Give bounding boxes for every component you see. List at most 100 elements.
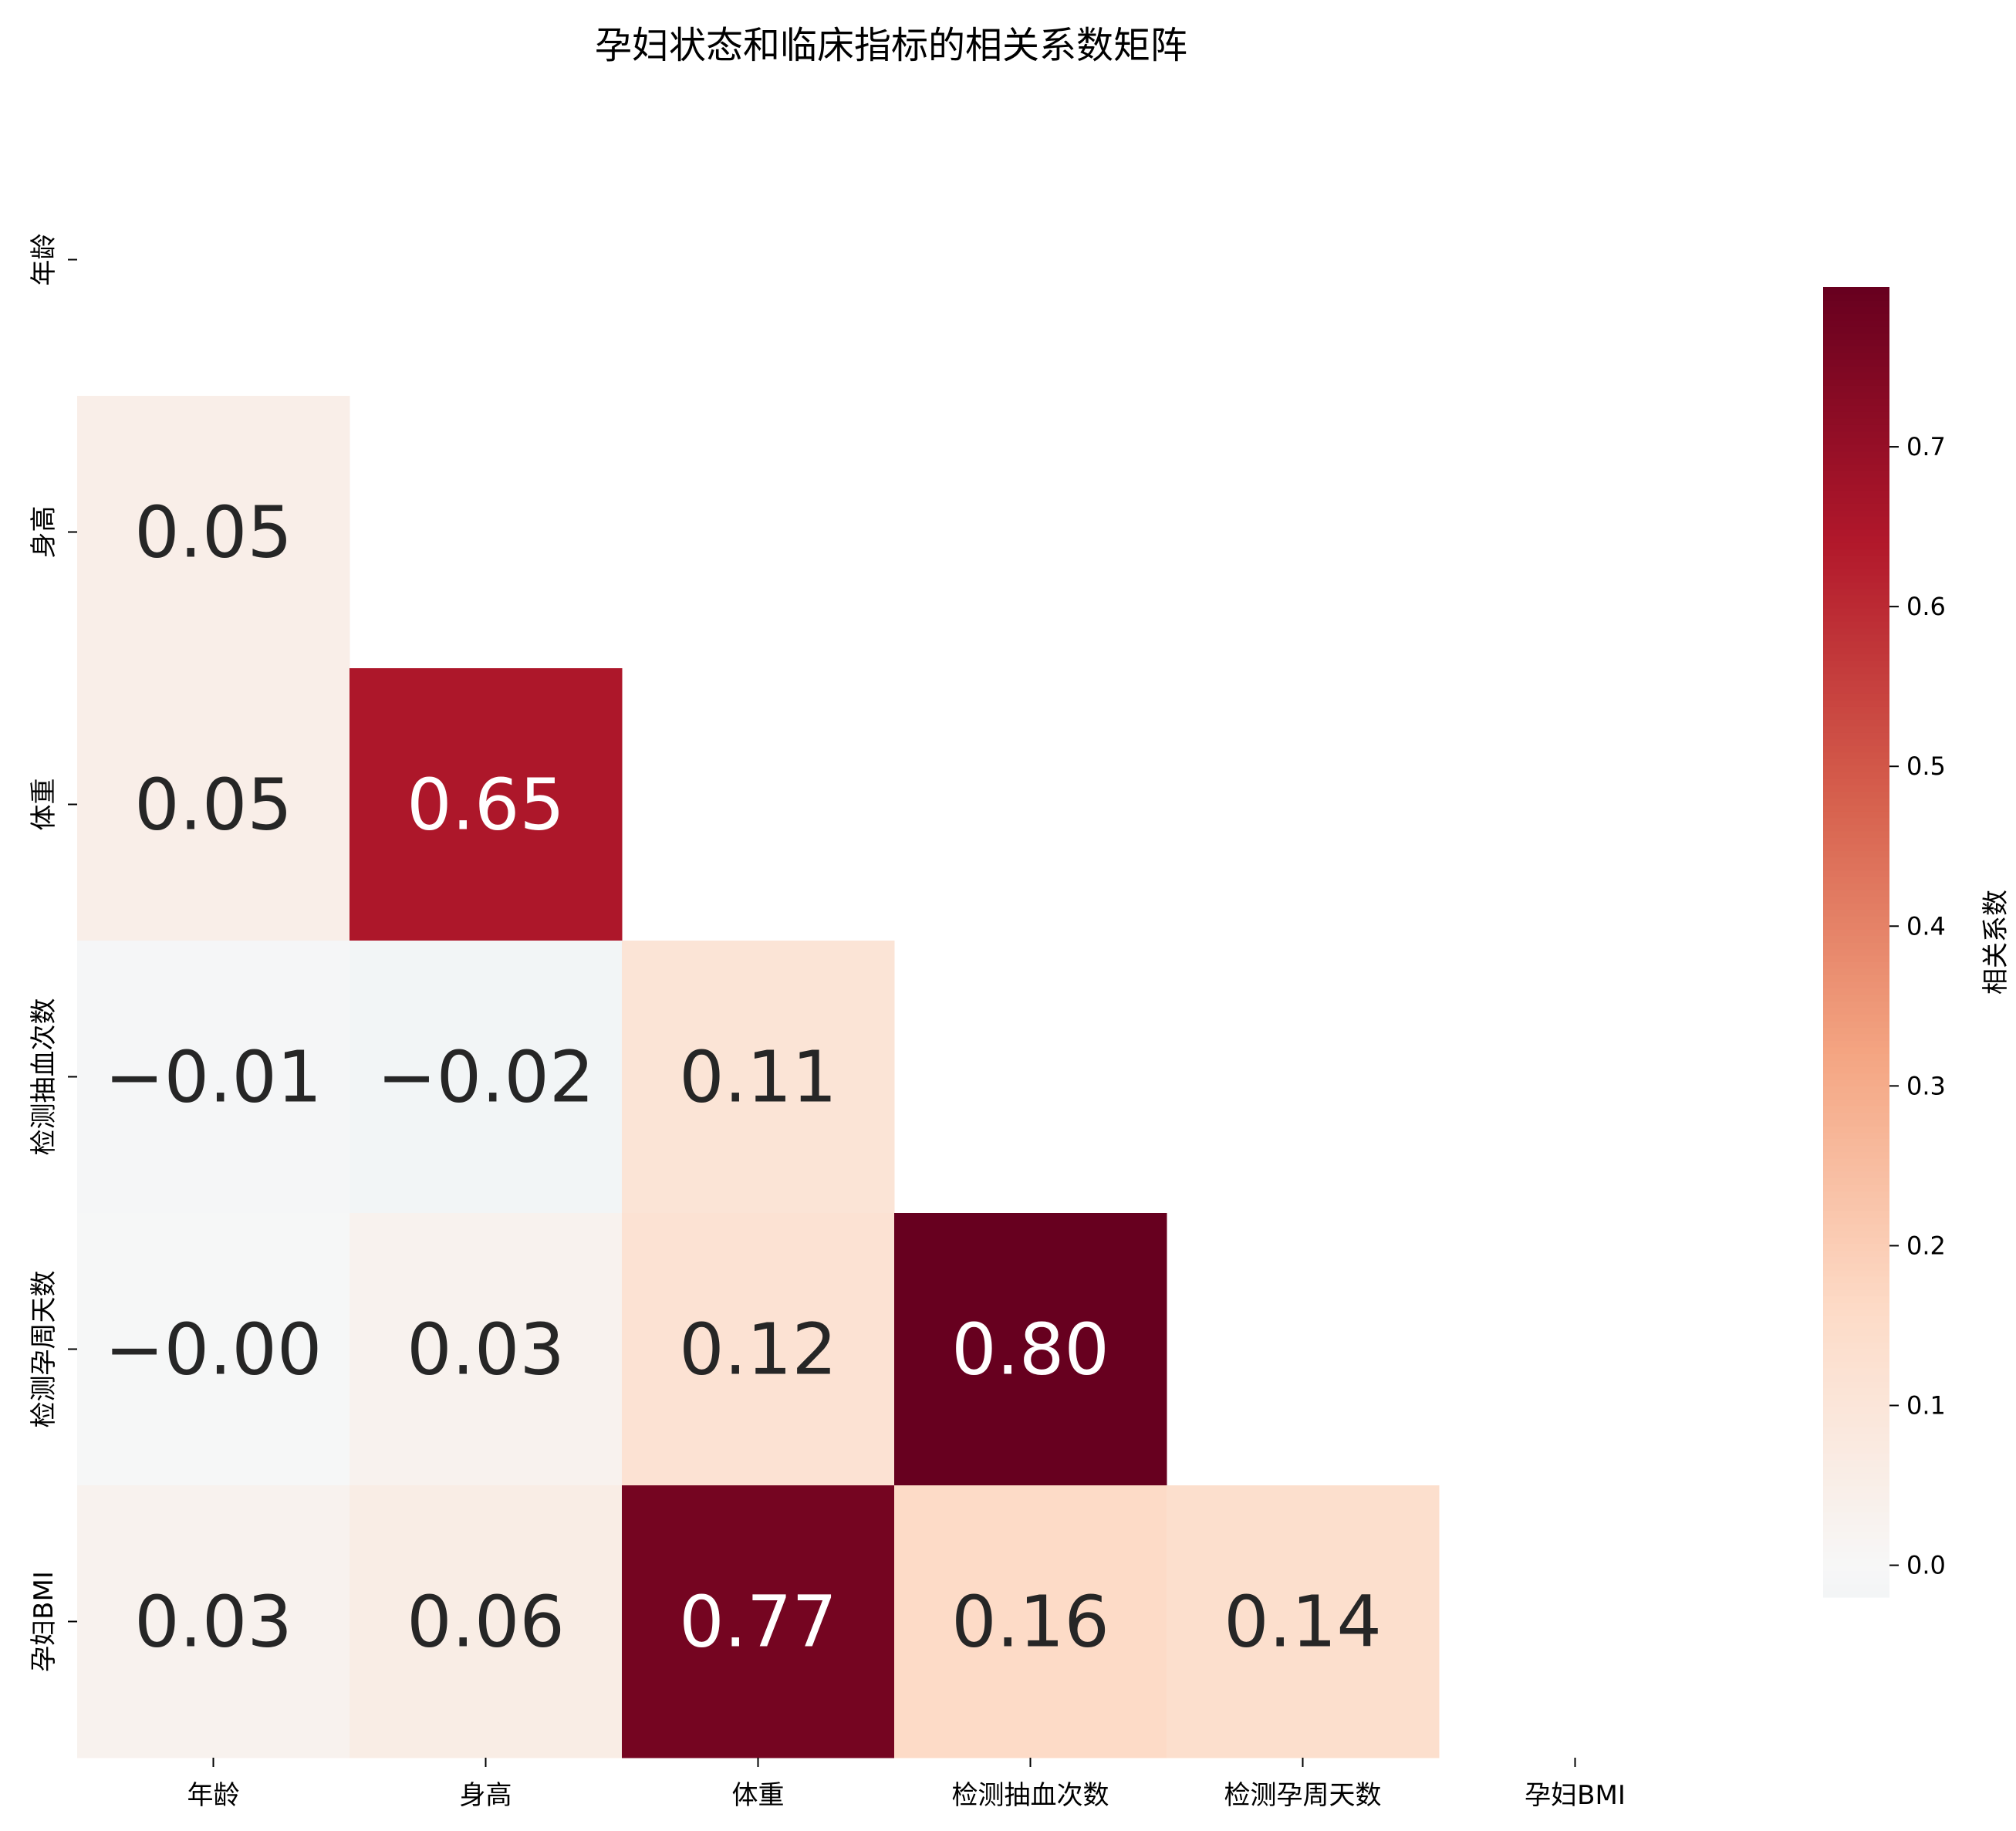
colorbar-segment (1823, 1446, 1889, 1454)
colorbar-segment (1823, 1564, 1889, 1572)
colorbar-segment (1823, 1177, 1889, 1185)
colorbar-segment (1823, 620, 1889, 629)
colorbar-segment (1823, 890, 1889, 897)
colorbar-segment (1823, 752, 1889, 759)
colorbar-segment (1823, 1171, 1889, 1179)
x-tick-label: 孕妇BMI (1525, 1780, 1626, 1811)
colorbar-segment (1823, 595, 1889, 603)
colorbar-segment (1823, 968, 1889, 976)
cell-value-label: −0.01 (105, 1036, 322, 1119)
colorbar-segment (1823, 1151, 1889, 1159)
colorbar-segment (1823, 1538, 1889, 1546)
colorbar-segment (1823, 1367, 1889, 1375)
colorbar-segment (1823, 929, 1889, 937)
colorbar-segment (1823, 1498, 1889, 1506)
colorbar-segment (1823, 542, 1889, 550)
colorbar-segment (1823, 549, 1889, 556)
y-tick-label: 检测抽血次数 (29, 998, 59, 1156)
colorbar-segment (1823, 378, 1889, 386)
colorbar-segment (1823, 1256, 1889, 1264)
colorbar-segment (1823, 1590, 1889, 1598)
colorbar-segment (1823, 1164, 1889, 1172)
colorbar-segment (1823, 830, 1889, 838)
heatmap-cell (77, 941, 350, 1214)
colorbar-segment (1823, 601, 1889, 609)
colorbar-segment (1823, 1217, 1889, 1225)
colorbar-segment (1823, 1380, 1889, 1388)
colorbar-segment (1823, 1440, 1889, 1448)
colorbar-segment (1823, 1230, 1889, 1238)
colorbar-segment (1823, 1571, 1889, 1579)
colorbar-segment (1823, 712, 1889, 720)
colorbar-segment (1823, 745, 1889, 753)
colorbar-segment (1823, 725, 1889, 733)
colorbar-segment (1823, 706, 1889, 714)
colorbar-segment (1823, 1505, 1889, 1513)
colorbar-segment (1823, 1112, 1889, 1120)
colorbar-segment (1823, 837, 1889, 845)
heatmap-cell (77, 396, 350, 669)
x-tick-label: 体重 (732, 1780, 785, 1811)
colorbar-segment (1823, 1020, 1889, 1028)
colorbar-segment (1823, 1014, 1889, 1022)
colorbar-segment (1823, 326, 1889, 334)
colorbar-segment (1823, 1138, 1889, 1146)
x-tick-label: 年龄 (187, 1780, 240, 1811)
colorbar-segment (1823, 988, 1889, 995)
colorbar-segment (1823, 1059, 1889, 1067)
cell-value-label: 0.12 (679, 1309, 837, 1391)
heatmap-cell (77, 668, 350, 941)
cells-layer (77, 396, 1440, 1758)
colorbar-segment (1823, 811, 1889, 819)
colorbar-segment (1823, 1558, 1889, 1566)
colorbar-segment (1823, 1407, 1889, 1414)
heatmap-cell (622, 1213, 895, 1486)
colorbar-segment (1823, 417, 1889, 425)
cell-labels-layer: 0.05 0.05 0.65 −0.01 −0.02 0.11 −0.00 0.03 0.12 0… (105, 492, 1382, 1664)
x-axis: 年龄 身高 体重 检测抽血次数 检测孕周天数 孕妇BMI (187, 1758, 1626, 1811)
colorbar-segment (1823, 1341, 1889, 1349)
heatmap-cell (894, 1213, 1167, 1486)
colorbar-segment (1823, 1033, 1889, 1041)
heatmap-cell (1167, 1485, 1440, 1758)
cell-value-label: 0.03 (407, 1309, 565, 1391)
colorbar-segment (1823, 667, 1889, 674)
colorbar-segment (1823, 1184, 1889, 1192)
colorbar-segment (1823, 556, 1889, 563)
colorbar-segment (1823, 1361, 1889, 1369)
colorbar-segment (1823, 490, 1889, 498)
cell-value-label: 0.80 (951, 1309, 1109, 1391)
colorbar-segment (1823, 1132, 1889, 1140)
colorbar-segment (1823, 385, 1889, 393)
colorbar-segment (1823, 1433, 1889, 1441)
colorbar-segment (1823, 1211, 1889, 1218)
colorbar-tick-label: 0.6 (1906, 592, 1946, 621)
colorbar-segment (1823, 863, 1889, 871)
colorbar-segment (1823, 1584, 1889, 1592)
colorbar-segment (1823, 916, 1889, 924)
colorbar-segment (1823, 1315, 1889, 1323)
x-tick-label: 检测孕周天数 (1224, 1780, 1382, 1811)
colorbar-segment (1823, 346, 1889, 353)
colorbar-segment (1823, 496, 1889, 504)
colorbar-segment (1823, 522, 1889, 530)
colorbar-segment (1823, 856, 1889, 864)
colorbar-segment (1823, 1551, 1889, 1559)
colorbar-segment (1823, 477, 1889, 485)
colorbar-segment (1823, 306, 1889, 314)
colorbar-segment (1823, 437, 1889, 445)
colorbar-segment (1823, 1007, 1889, 1015)
heatmap-cell (350, 668, 623, 941)
colorbar-segment (1823, 975, 1889, 982)
colorbar-segment (1823, 961, 1889, 969)
colorbar-segment (1823, 1525, 1889, 1532)
colorbar-segment (1823, 483, 1889, 491)
colorbar-segment (1823, 680, 1889, 687)
colorbar-segment (1823, 903, 1889, 910)
colorbar-segment (1823, 1322, 1889, 1329)
colorbar-segment (1823, 608, 1889, 616)
colorbar-segment (1823, 1545, 1889, 1552)
y-tick-label: 年龄 (29, 234, 59, 286)
